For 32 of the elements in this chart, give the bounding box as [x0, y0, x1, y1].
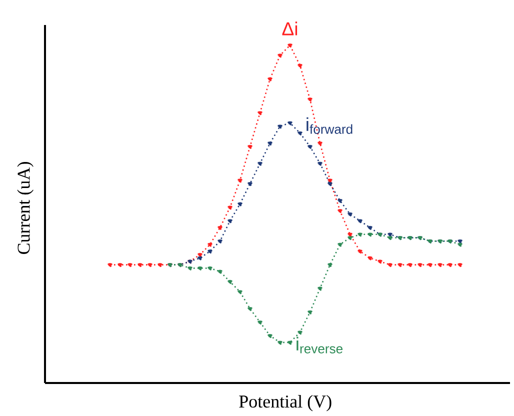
point	[208, 266, 212, 271]
point	[308, 144, 312, 149]
point	[198, 256, 202, 260]
point	[238, 202, 242, 206]
series-label: i$_{reverse}$	[296, 336, 343, 354]
point	[318, 161, 322, 166]
point	[228, 279, 232, 284]
point	[268, 76, 272, 82]
point	[288, 120, 292, 126]
point	[368, 256, 372, 260]
point	[458, 242, 462, 247]
point	[318, 286, 322, 291]
series-label: i$_{forward}$	[306, 117, 352, 134]
point	[298, 130, 302, 136]
point	[258, 161, 262, 166]
point	[218, 269, 222, 274]
series-label: Δi	[282, 22, 298, 36]
point	[338, 242, 342, 247]
y-axis-title: Current (uA)	[17, 162, 34, 254]
point	[298, 63, 302, 68]
point	[248, 144, 252, 149]
point	[188, 266, 192, 271]
point	[198, 266, 202, 271]
point	[208, 242, 212, 247]
point	[368, 225, 372, 230]
point	[338, 198, 342, 204]
point	[218, 225, 222, 230]
point	[288, 340, 292, 345]
point	[308, 310, 312, 314]
point	[218, 238, 222, 244]
point	[278, 340, 282, 345]
x-axis-title: Potential (V)	[239, 394, 332, 412]
